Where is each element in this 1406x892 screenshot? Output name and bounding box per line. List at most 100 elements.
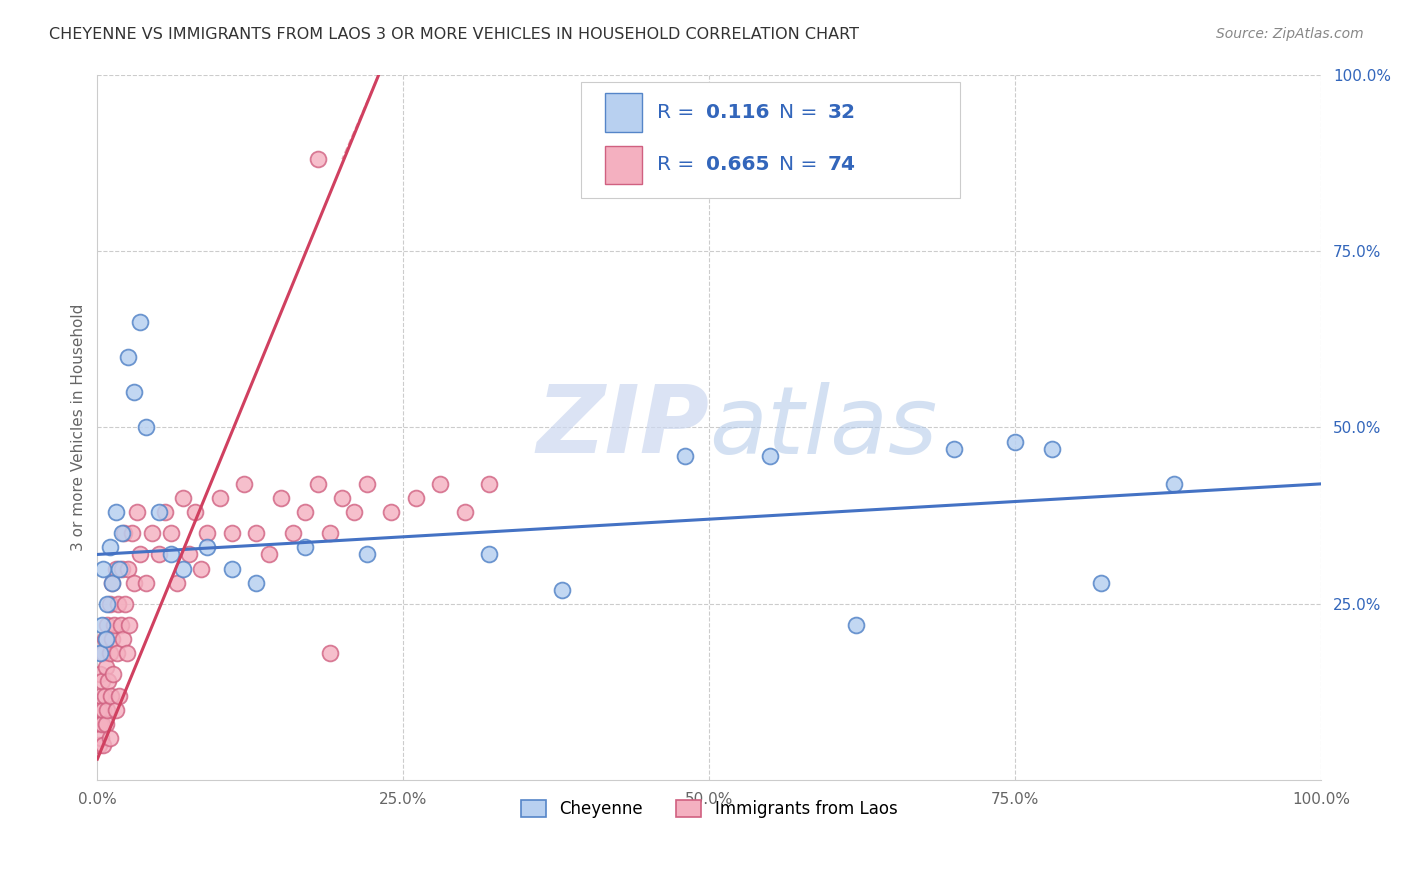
Text: atlas: atlas: [709, 382, 938, 473]
Point: [343, 505, 366, 519]
Point: [98, 541, 121, 555]
Point: [141, 526, 163, 541]
Point: [96, 597, 118, 611]
Point: [245, 526, 267, 541]
Point: [122, 575, 145, 590]
Point: [1040, 442, 1063, 456]
Point: [115, 646, 138, 660]
Point: [319, 646, 342, 660]
Text: 0.116: 0.116: [706, 103, 769, 122]
Text: R =: R =: [657, 155, 700, 175]
Point: [184, 505, 207, 519]
Point: [98, 646, 121, 660]
FancyBboxPatch shape: [581, 81, 960, 198]
Point: [93, 561, 115, 575]
Point: [330, 491, 353, 505]
Text: 0.665: 0.665: [706, 155, 769, 175]
Text: N =: N =: [779, 155, 824, 175]
Point: [125, 505, 148, 519]
Point: [197, 541, 219, 555]
Point: [91, 674, 114, 689]
Point: [87, 738, 110, 752]
Point: [135, 420, 157, 434]
Point: [1004, 434, 1026, 449]
Point: [1090, 575, 1112, 590]
Point: [129, 314, 152, 328]
Text: ZIP: ZIP: [537, 382, 709, 474]
Point: [233, 476, 256, 491]
Point: [90, 689, 112, 703]
Point: [221, 561, 243, 575]
Point: [294, 541, 316, 555]
Point: [108, 689, 131, 703]
Point: [1163, 476, 1185, 491]
Point: [190, 561, 212, 575]
Text: Source: ZipAtlas.com: Source: ZipAtlas.com: [1216, 27, 1364, 41]
Point: [104, 505, 127, 519]
Point: [172, 561, 194, 575]
Point: [91, 618, 114, 632]
Point: [107, 597, 129, 611]
Point: [93, 738, 115, 752]
Point: [100, 689, 122, 703]
Point: [104, 561, 127, 575]
Point: [103, 667, 125, 681]
Point: [172, 491, 194, 505]
Point: [122, 385, 145, 400]
Point: [245, 575, 267, 590]
Point: [94, 632, 117, 647]
Point: [114, 597, 136, 611]
FancyBboxPatch shape: [605, 145, 643, 185]
Point: [270, 491, 292, 505]
Point: [197, 526, 219, 541]
Point: [148, 505, 170, 519]
Point: [98, 731, 121, 745]
Point: [319, 526, 342, 541]
Point: [307, 152, 329, 166]
Point: [208, 491, 231, 505]
Point: [283, 526, 305, 541]
Point: [108, 561, 131, 575]
Point: [148, 548, 170, 562]
Point: [96, 618, 118, 632]
Point: [101, 575, 124, 590]
Point: [104, 703, 127, 717]
Y-axis label: 3 or more Vehicles in Household: 3 or more Vehicles in Household: [72, 303, 86, 551]
Point: [111, 561, 134, 575]
Point: [673, 449, 696, 463]
Point: [356, 548, 378, 562]
Point: [380, 505, 402, 519]
Point: [179, 548, 201, 562]
Point: [112, 632, 135, 647]
Point: [93, 689, 115, 703]
Point: [91, 716, 114, 731]
Point: [307, 476, 329, 491]
Point: [257, 548, 280, 562]
Point: [943, 442, 966, 456]
Legend: Cheyenne, Immigrants from Laos: Cheyenne, Immigrants from Laos: [515, 793, 904, 825]
Point: [105, 646, 128, 660]
Point: [89, 716, 111, 731]
Point: [478, 548, 501, 562]
Point: [111, 526, 134, 541]
Point: [101, 575, 124, 590]
Point: [429, 476, 451, 491]
Point: [93, 646, 115, 660]
Point: [97, 674, 120, 689]
Point: [129, 548, 152, 562]
Point: [90, 731, 112, 745]
Text: R =: R =: [657, 103, 700, 122]
Point: [453, 505, 475, 519]
Text: 32: 32: [828, 103, 856, 122]
FancyBboxPatch shape: [605, 93, 643, 132]
Point: [153, 505, 176, 519]
Point: [101, 632, 124, 647]
Text: CHEYENNE VS IMMIGRANTS FROM LAOS 3 OR MORE VEHICLES IN HOUSEHOLD CORRELATION CHA: CHEYENNE VS IMMIGRANTS FROM LAOS 3 OR MO…: [49, 27, 859, 42]
Point: [159, 526, 181, 541]
Point: [117, 350, 139, 364]
Point: [551, 582, 574, 597]
Point: [94, 716, 117, 731]
Point: [478, 476, 501, 491]
Point: [118, 618, 141, 632]
Point: [759, 449, 782, 463]
